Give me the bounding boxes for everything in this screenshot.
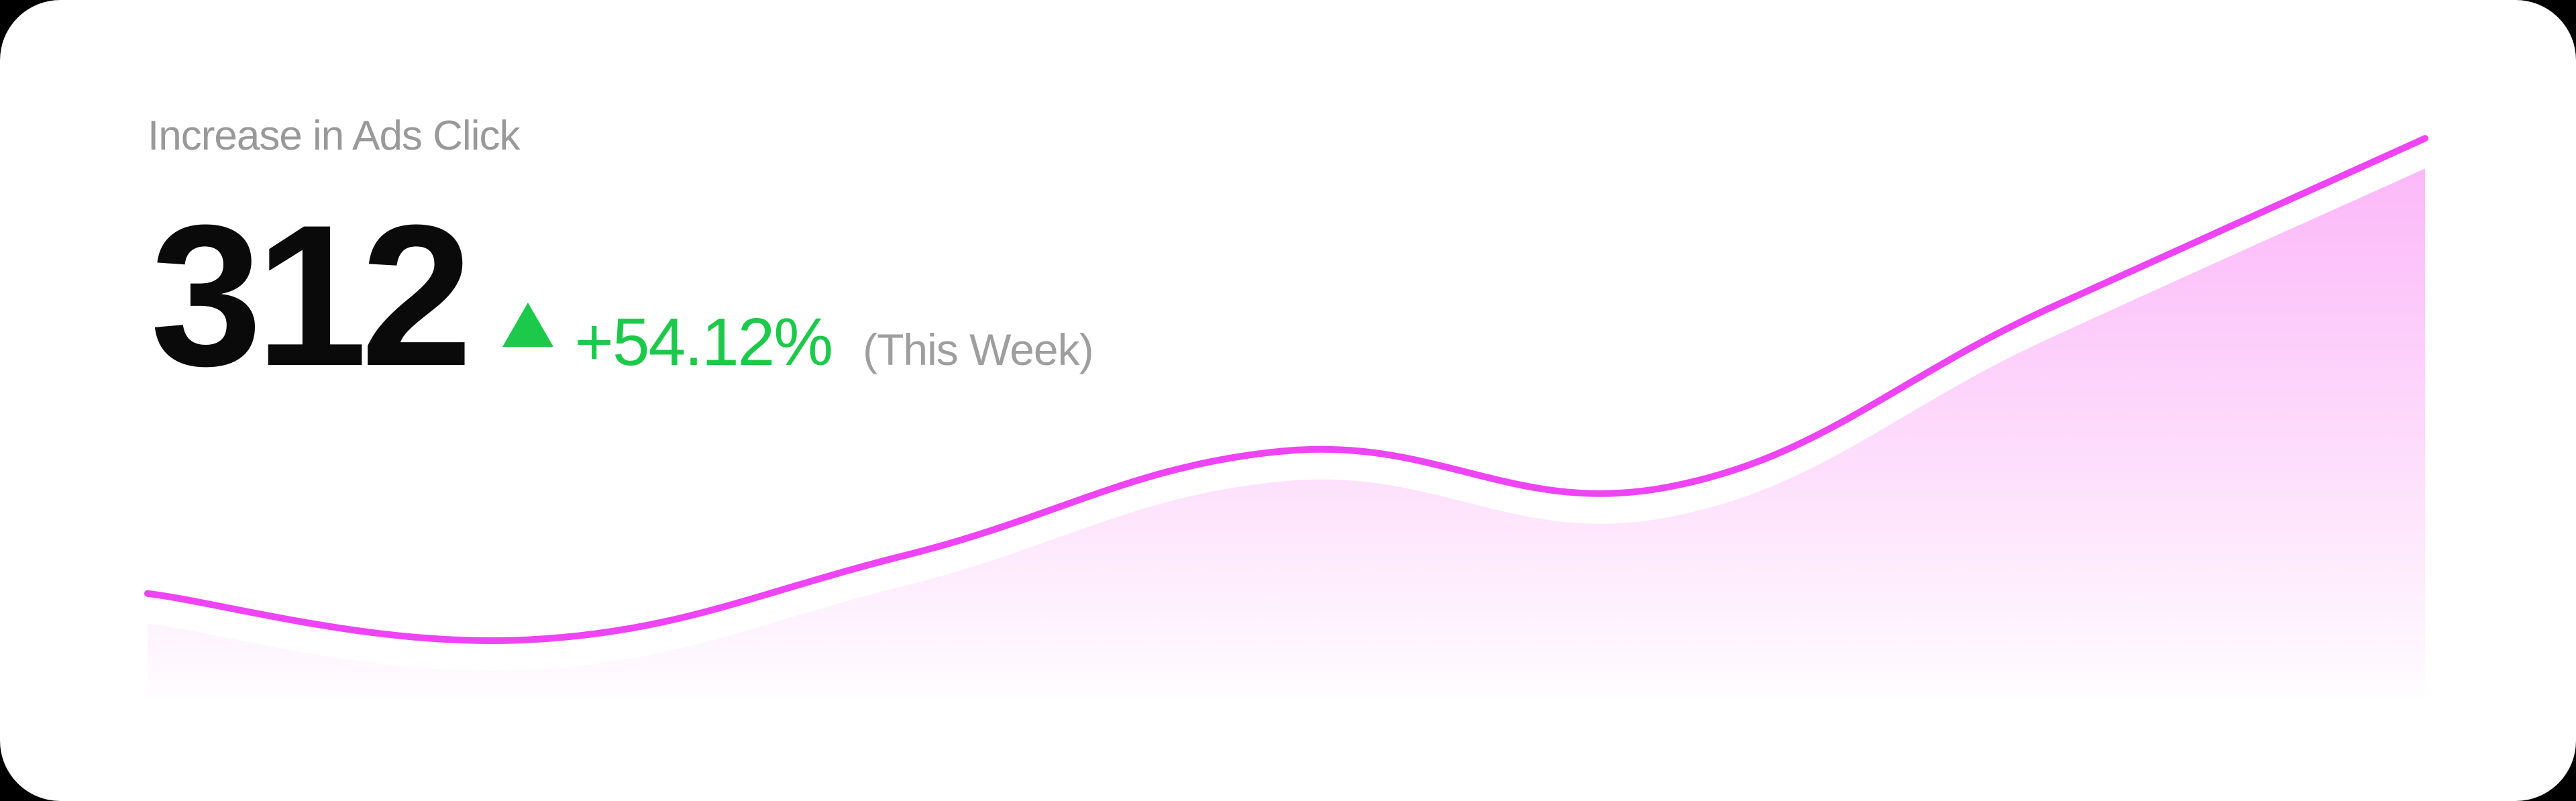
stat-row: 312 +54.12% (This Week) — [150, 182, 1094, 409]
chart-area-fill — [148, 168, 2425, 698]
card-title: Increase in Ads Click — [148, 113, 520, 159]
period-label: (This Week) — [863, 325, 1093, 374]
chart-series-line — [144, 135, 2428, 645]
up-triangle-icon — [501, 301, 555, 348]
metric-value: 312 — [150, 182, 473, 408]
change-percentage: +54.12% — [574, 305, 834, 380]
